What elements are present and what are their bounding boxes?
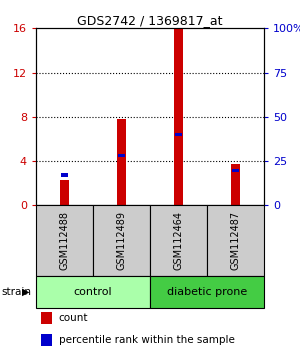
Text: ▶: ▶ (22, 287, 29, 297)
Text: diabetic prone: diabetic prone (167, 287, 247, 297)
Bar (232, 169, 239, 172)
Bar (60, 180, 69, 205)
Text: strain: strain (2, 287, 31, 297)
Title: GDS2742 / 1369817_at: GDS2742 / 1369817_at (77, 14, 223, 27)
Bar (61, 173, 68, 177)
Text: GSM112489: GSM112489 (116, 211, 127, 270)
Bar (150, 205, 207, 276)
Text: percentile rank within the sample: percentile rank within the sample (59, 335, 235, 345)
Bar (150, 276, 264, 308)
Text: GSM112488: GSM112488 (59, 211, 70, 270)
Bar (93, 205, 150, 276)
Text: count: count (59, 313, 88, 323)
Bar (36, 276, 150, 308)
Bar (40, 334, 52, 346)
Bar (40, 312, 52, 324)
Bar (36, 205, 93, 276)
Bar (117, 119, 126, 205)
Bar (231, 164, 240, 205)
Bar (174, 28, 183, 205)
Text: GSM112464: GSM112464 (173, 211, 184, 270)
Bar (207, 205, 264, 276)
Bar (175, 133, 182, 136)
Bar (118, 154, 125, 158)
Text: control: control (74, 287, 112, 297)
Text: GSM112487: GSM112487 (230, 211, 241, 270)
